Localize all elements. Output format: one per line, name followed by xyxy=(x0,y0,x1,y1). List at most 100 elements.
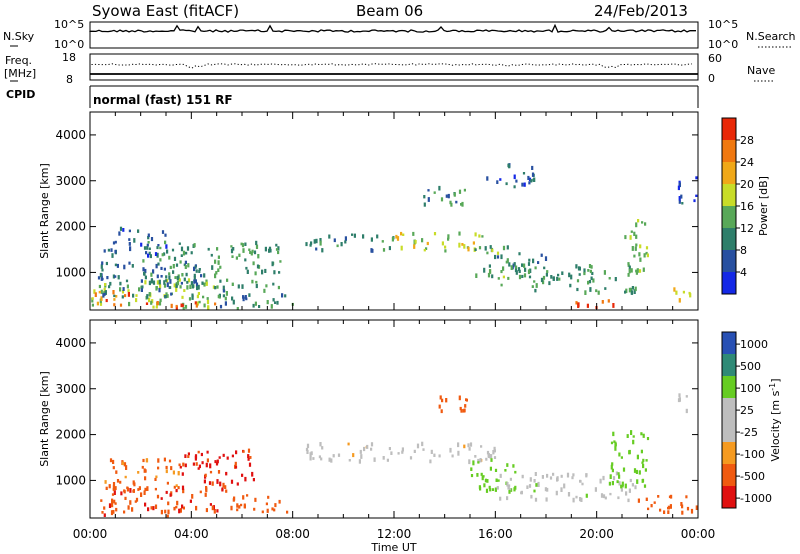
noise-left-label: N.Sky xyxy=(3,30,35,43)
heatmap-cell xyxy=(631,483,634,487)
heatmap-cell xyxy=(506,496,509,501)
heatmap-cell xyxy=(124,475,127,479)
heatmap-cell xyxy=(502,266,505,271)
heatmap-cell xyxy=(533,280,536,283)
heatmap-cell xyxy=(175,304,178,308)
power-colorbar-tick-label: 4 xyxy=(740,266,747,279)
heatmap-cell xyxy=(241,284,244,289)
heatmap-cell xyxy=(126,487,129,492)
heatmap-cell xyxy=(98,290,101,294)
heatmap-cell xyxy=(286,510,289,514)
heatmap-cell xyxy=(128,261,131,265)
heatmap-cell xyxy=(175,505,178,509)
heatmap-cell xyxy=(173,485,176,489)
heatmap-cell xyxy=(631,246,634,251)
heatmap-cell xyxy=(646,253,649,258)
heatmap-cell xyxy=(156,280,159,285)
heatmap-cell xyxy=(319,238,322,243)
heatmap-cell xyxy=(197,450,200,454)
heatmap-cell xyxy=(182,250,186,256)
heatmap-cell xyxy=(215,461,219,466)
heatmap-cell xyxy=(175,287,178,292)
heatmap-cell xyxy=(273,508,276,512)
heatmap-cell xyxy=(205,281,208,286)
heatmap-cell xyxy=(457,442,460,448)
heatmap-cell xyxy=(534,472,537,476)
heatmap-cell xyxy=(200,274,203,278)
heatmap-cell xyxy=(610,441,614,445)
heatmap-cell xyxy=(150,237,154,242)
heatmap-cell xyxy=(121,295,124,299)
heatmap-cell xyxy=(627,498,630,503)
heatmap-cell xyxy=(468,459,471,465)
heatmap-cell xyxy=(183,277,186,282)
heatmap-cell xyxy=(568,272,571,278)
heatmap-cell xyxy=(542,275,546,280)
heatmap-cell xyxy=(626,434,629,438)
heatmap-cell xyxy=(196,286,199,291)
heatmap-cell xyxy=(635,222,638,228)
power-colorbar-tick-label: 12 xyxy=(740,222,754,235)
power-colorbar-cell xyxy=(722,118,736,140)
heatmap-cell xyxy=(513,174,516,180)
heatmap-cell xyxy=(100,296,103,301)
heatmap-cell xyxy=(138,486,141,490)
heatmap-cell xyxy=(230,248,234,254)
heatmap-cell xyxy=(252,303,255,308)
heatmap-cell xyxy=(402,233,405,236)
heatmap-cell xyxy=(192,462,195,466)
power-colorbar-cell xyxy=(722,184,736,206)
heatmap-cell xyxy=(222,289,225,293)
heatmap-cell xyxy=(491,488,495,491)
heatmap-cell xyxy=(255,283,258,289)
heatmap-cell xyxy=(224,301,227,306)
heatmap-cell xyxy=(106,276,109,280)
heatmap-cell xyxy=(122,287,125,291)
heatmap-cell xyxy=(122,228,125,232)
heatmap-cell xyxy=(216,247,219,251)
heatmap-cell xyxy=(112,459,115,464)
heatmap-cell xyxy=(391,237,394,242)
heatmap-cell xyxy=(496,251,500,255)
heatmap-cell xyxy=(193,276,196,280)
heatmap-cell xyxy=(695,176,698,180)
heatmap-cell xyxy=(129,246,132,252)
heatmap-cell xyxy=(270,304,273,309)
heatmap-cell xyxy=(175,263,179,267)
heatmap-cell xyxy=(594,487,597,492)
heatmap-cell xyxy=(476,473,479,477)
heatmap-cell xyxy=(275,243,278,247)
heatmap-cell xyxy=(458,395,461,401)
heatmap-cell xyxy=(489,245,492,249)
heatmap-cell xyxy=(169,286,172,289)
heatmap-cell xyxy=(478,234,481,238)
heatmap-cell xyxy=(110,510,114,516)
heatmap-cell xyxy=(216,479,219,484)
heatmap-cell xyxy=(423,248,426,252)
heatmap-cell xyxy=(548,281,551,286)
heatmap-cell xyxy=(628,265,631,270)
heatmap-cell xyxy=(575,495,578,499)
noise-left-tick-top: 10^5 xyxy=(54,18,84,31)
heatmap-cell xyxy=(667,505,670,510)
heatmap-cell xyxy=(125,465,128,470)
heatmap-cell xyxy=(490,454,493,459)
heatmap-cell xyxy=(646,437,650,441)
heatmap-cell xyxy=(219,265,222,269)
heatmap-cell xyxy=(222,285,225,291)
heatmap-cell xyxy=(142,259,145,263)
heatmap-cell xyxy=(202,295,205,299)
heatmap-cell xyxy=(639,244,642,249)
heatmap-cell xyxy=(93,289,96,294)
heatmap-cell xyxy=(234,465,238,469)
heatmap-cell xyxy=(618,452,621,457)
heatmap-cell xyxy=(194,455,197,461)
heatmap-cell xyxy=(181,472,184,476)
power-colorbar-ticks: 4 8 12 16 20 24 28 xyxy=(736,134,754,279)
heatmap-cell xyxy=(486,479,489,483)
x-axis-label: Time UT xyxy=(370,541,416,554)
heatmap-cell xyxy=(449,200,452,205)
heatmap-cell xyxy=(203,303,206,308)
heatmap-cell xyxy=(216,285,219,289)
heatmap-cell xyxy=(100,264,103,269)
